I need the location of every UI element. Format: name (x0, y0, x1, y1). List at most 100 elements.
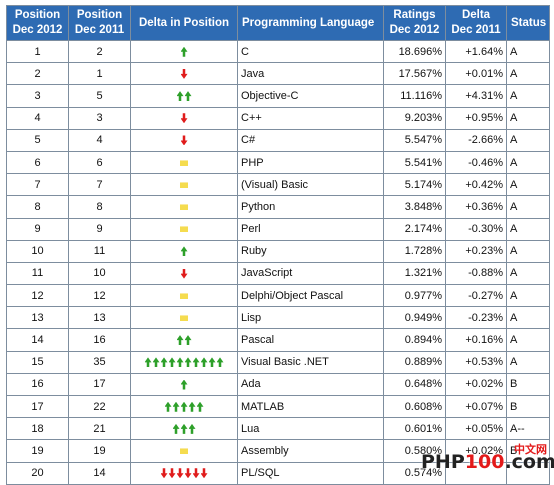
header-programming-language[interactable]: Programming Language (237, 5, 384, 41)
arrow-up-icon (192, 357, 200, 368)
arrow-up-icon (168, 357, 176, 368)
rating-cell: 0.601% (383, 417, 446, 441)
header-delta-position[interactable]: Delta in Position (130, 5, 238, 41)
delta-position-cell (130, 394, 238, 419)
delta-rating-cell: +0.02% (445, 439, 507, 463)
language-link[interactable]: Java (237, 62, 384, 86)
header-status[interactable]: Status (506, 5, 550, 41)
position-2012-cell: 4 (6, 106, 69, 130)
header-position-2011[interactable]: Position Dec 2011 (68, 5, 131, 41)
status-cell: A (506, 84, 550, 108)
language-link[interactable]: Assembly (237, 439, 384, 463)
position-2011-cell: 21 (68, 417, 131, 441)
table-row: 9 9 Perl 2.174% -0.30% A (6, 217, 550, 241)
language-link[interactable]: Visual Basic .NET (237, 350, 384, 374)
rating-cell: 0.894% (383, 328, 446, 352)
language-link[interactable]: Ada (237, 372, 384, 397)
table-row: 1 2 C 18.696% +1.64% A (6, 39, 550, 64)
delta-arrows (180, 379, 188, 390)
delta-arrows (180, 292, 188, 299)
language-link[interactable]: Python (237, 195, 384, 219)
position-2012-cell: 3 (6, 84, 69, 108)
php100-watermark: 中文网 PHP100.com (421, 443, 554, 475)
delta-position-cell (130, 284, 238, 308)
language-link[interactable]: Lisp (237, 306, 384, 330)
position-2011-cell: 4 (68, 128, 131, 152)
arrow-up-icon (152, 357, 160, 368)
language-link[interactable]: Perl (237, 217, 384, 241)
language-link[interactable]: JavaScript (237, 261, 384, 286)
delta-rating-cell: +0.07% (445, 394, 507, 419)
position-2012-cell: 15 (6, 350, 69, 374)
arrow-up-icon (180, 379, 188, 390)
status-cell: A (506, 217, 550, 241)
delta-arrows (180, 46, 188, 57)
header-delta-rating[interactable]: Delta Dec 2011 (445, 5, 507, 41)
status-cell: B (506, 439, 550, 463)
status-cell: A (506, 306, 550, 330)
unchanged-icon (180, 226, 188, 233)
status-cell: A (506, 62, 550, 86)
arrow-up-icon (172, 423, 180, 434)
rating-cell: 1.728% (383, 239, 446, 263)
table-body: 1 2 C 18.696% +1.64% A 2 1 Java 17.567% +0.01% A 3 5 O… (6, 39, 550, 485)
arrow-up-icon (180, 401, 188, 412)
delta-position-cell (130, 150, 238, 175)
position-2011-cell: 22 (68, 394, 131, 419)
status-cell: A (506, 150, 550, 175)
rating-cell: 0.580% (383, 439, 446, 463)
status-cell: A (506, 239, 550, 263)
arrow-up-icon (188, 401, 196, 412)
rating-cell: 18.696% (383, 39, 446, 64)
delta-arrows (180, 226, 188, 233)
arrow-down-icon (180, 113, 188, 124)
arrow-down-icon (180, 135, 188, 146)
rating-cell: 0.977% (383, 284, 446, 308)
header-ratings[interactable]: Ratings Dec 2012 (383, 5, 446, 41)
delta-position-cell (130, 261, 238, 286)
position-2011-cell: 1 (68, 62, 131, 86)
language-link[interactable]: Lua (237, 417, 384, 441)
language-link[interactable]: C (237, 39, 384, 64)
delta-arrows (176, 91, 192, 102)
unchanged-icon (180, 159, 188, 166)
language-link[interactable]: (Visual) Basic (237, 173, 384, 197)
language-link[interactable]: PHP (237, 150, 384, 175)
delta-position-cell (130, 39, 238, 64)
language-link[interactable]: C# (237, 128, 384, 152)
delta-position-cell (130, 306, 238, 330)
position-2012-cell: 11 (6, 261, 69, 286)
language-link[interactable]: Ruby (237, 239, 384, 263)
rating-cell: 5.547% (383, 128, 446, 152)
delta-rating-cell: -0.30% (445, 217, 507, 241)
language-link[interactable]: Pascal (237, 328, 384, 352)
language-link[interactable]: Objective-C (237, 84, 384, 108)
delta-arrows (180, 448, 188, 455)
language-link[interactable]: Delphi/Object Pascal (237, 284, 384, 308)
status-cell: A (506, 128, 550, 152)
header-position-2012[interactable]: Position Dec 2012 (6, 5, 69, 41)
position-2012-cell: 7 (6, 173, 69, 197)
table-row: 18 21 Lua 0.601% +0.05% A-- (6, 417, 550, 441)
position-2011-cell: 17 (68, 372, 131, 397)
language-link[interactable]: C++ (237, 106, 384, 130)
unchanged-icon (180, 204, 188, 210)
arrow-up-icon (172, 401, 180, 412)
rating-cell: 0.648% (383, 372, 446, 397)
delta-arrows (180, 113, 188, 124)
delta-arrows (180, 314, 188, 321)
rating-cell: 17.567% (383, 62, 446, 86)
position-2011-cell: 7 (68, 173, 131, 197)
delta-position-cell (130, 195, 238, 219)
position-2012-cell: 14 (6, 328, 69, 352)
position-2011-cell: 16 (68, 328, 131, 352)
language-link[interactable]: MATLAB (237, 394, 384, 419)
table-row: 2 1 Java 17.567% +0.01% A (6, 62, 550, 86)
delta-rating-cell: +0.42% (445, 173, 507, 197)
position-2011-cell: 9 (68, 217, 131, 241)
watermark-cn-text: 中文网 (514, 443, 547, 456)
table-row: 15 35 Visual Basic .NET 0.889% +0.53% A (6, 350, 550, 374)
arrow-up-icon (176, 91, 184, 102)
position-2012-cell: 5 (6, 128, 69, 152)
language-link[interactable]: PL/SQL (237, 461, 384, 485)
